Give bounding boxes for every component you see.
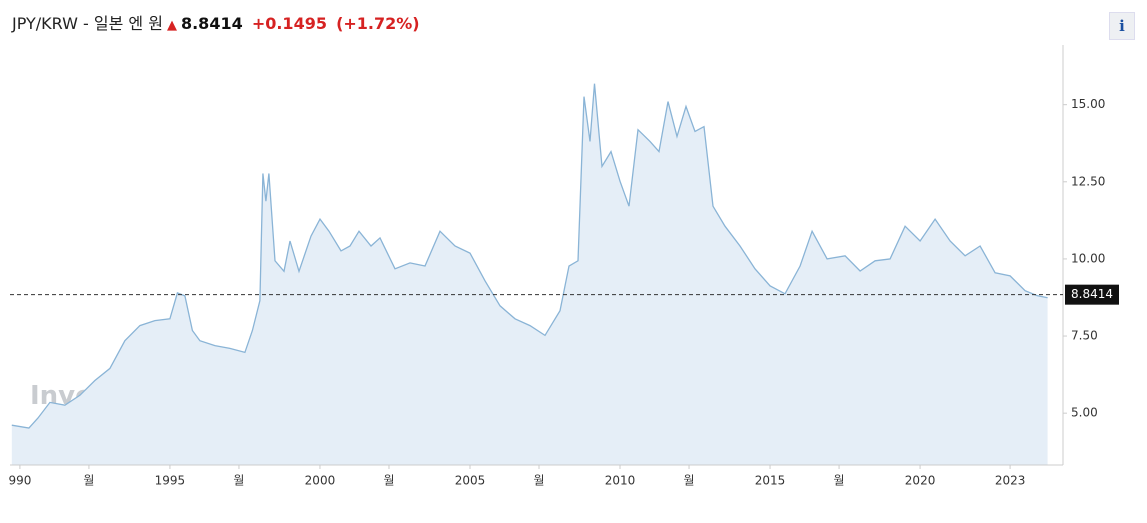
price: 8.8414: [180, 14, 243, 33]
last-value-box: [1065, 284, 1119, 305]
x-tick-label: 월: [383, 474, 394, 488]
area-fill: [11, 83, 1048, 465]
up-arrow: ▲: [166, 18, 177, 33]
y-tick-label: 10.00: [1071, 251, 1105, 265]
x-tick-label: 월: [233, 474, 244, 488]
y-tick-label: 15.00: [1071, 97, 1105, 111]
y-tick-label: 5.00: [1071, 406, 1098, 420]
x-tick-label: 2020: [905, 474, 936, 488]
x-tick-label: 2005: [455, 474, 486, 488]
x-tick-label: 월: [83, 474, 94, 488]
x-tick-label: 2015: [755, 474, 786, 488]
change: +0.1495: [251, 14, 327, 33]
x-tick-label: 월: [684, 474, 695, 488]
x-tick-label: 990: [8, 474, 31, 488]
x-tick-label: 1995: [155, 474, 186, 488]
y-tick-label: 7.50: [1071, 329, 1098, 343]
x-tick-label: 2023: [995, 474, 1026, 488]
x-tick-label: 월: [533, 474, 544, 488]
title: JPY/KRW - 일본 엔 원: [12, 14, 163, 33]
info-button[interactable]: i: [1109, 12, 1135, 40]
y-tick-label: 12.50: [1071, 174, 1105, 188]
header: JPY/KRW - 일본 엔 원 ▲ 8.8414 +0.1495 (+1.72%): [12, 10, 424, 34]
price-line: [11, 83, 1048, 429]
last-value-label: 8.8414: [1071, 287, 1113, 301]
x-tick-label: 월: [834, 474, 845, 488]
x-tick-label: 2000: [305, 474, 336, 488]
x-tick-label: 2010: [605, 474, 636, 488]
change-percent: (+1.72%): [336, 14, 420, 33]
